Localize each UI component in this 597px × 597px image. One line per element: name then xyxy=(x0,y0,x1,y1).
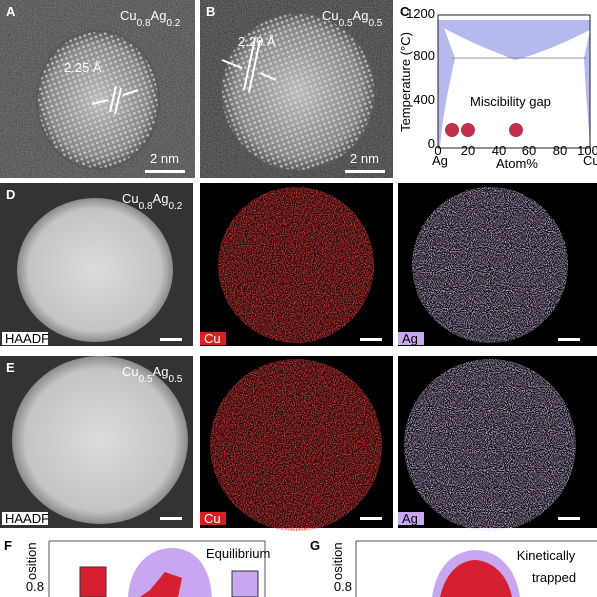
axis-label: osition xyxy=(330,542,345,580)
panel-a: A Cu0.8Ag0.2 2.25 Å 2 nm xyxy=(0,0,195,178)
tick-label: 400 xyxy=(413,92,435,107)
panel-label: F xyxy=(4,538,12,553)
annotation: Kinetically xyxy=(517,548,576,563)
annotation: Equilibrium xyxy=(206,546,270,561)
panel-label: B xyxy=(206,4,215,19)
subscript: 0.2 xyxy=(168,201,182,212)
formula: Cu0.8Ag0.2 xyxy=(120,8,181,29)
annotation: Miscibility gap xyxy=(470,94,551,109)
tick-label: 0 xyxy=(434,143,441,158)
tick-label: 0.8 xyxy=(334,579,352,594)
subscript: 0.5 xyxy=(368,18,382,29)
map-label: HAADF xyxy=(5,331,49,346)
spacing: 2.25 Å xyxy=(64,60,102,75)
axis-end-label: Ag xyxy=(432,153,448,168)
particle xyxy=(12,356,188,524)
subscript: 0.5 xyxy=(339,18,353,29)
scale-bar-label: 2 nm xyxy=(150,151,179,166)
spacing: 2.29 Å xyxy=(238,34,276,49)
map-label: HAADF xyxy=(5,511,49,526)
element: Ag xyxy=(153,191,169,206)
lattice xyxy=(38,32,158,168)
panel-c: C Temperature (°C) 0 400 800 1200 0 20 4… xyxy=(398,4,597,171)
element: Cu xyxy=(122,191,139,206)
subscript: 0.8 xyxy=(139,201,153,212)
axis-end-label: Cu xyxy=(583,153,597,168)
axes xyxy=(437,14,591,149)
tick-label: 20 xyxy=(461,143,475,158)
tick-label: 80 xyxy=(553,143,567,158)
subscript: 0.2 xyxy=(166,18,180,29)
panel-d: D Cu0.8Ag0.2 HAADF Cu Ag xyxy=(0,183,597,346)
tick-label: 0.8 xyxy=(26,579,44,594)
panel-g: G osition 0.8 Kinetically trapped xyxy=(310,538,597,597)
particle xyxy=(17,198,173,342)
tick-label: 60 xyxy=(522,143,536,158)
formula: Cu0.5Ag0.5 xyxy=(322,8,383,29)
map-label: Cu xyxy=(204,331,221,346)
panel-label: A xyxy=(6,4,16,19)
panel-label: E xyxy=(6,360,15,375)
map-label: Ag xyxy=(402,331,418,346)
ag-map xyxy=(412,187,568,343)
subscript: 0.5 xyxy=(139,374,153,385)
tick-label: 100 xyxy=(577,143,597,158)
panel-label: C xyxy=(400,4,410,19)
panel-label: D xyxy=(6,187,15,202)
cu-map xyxy=(210,359,382,531)
element: Ag xyxy=(153,364,169,379)
panel-f: F osition 0.8 Equilibrium xyxy=(4,538,270,597)
element: Cu xyxy=(322,8,339,23)
tick-label: 0 xyxy=(428,136,435,151)
cu-map xyxy=(218,187,374,343)
element: Cu xyxy=(120,8,137,23)
ag-map xyxy=(404,359,576,531)
subscript: 0.5 xyxy=(168,374,182,385)
panel-label: G xyxy=(310,538,320,553)
map-label: Cu xyxy=(204,511,221,526)
tick-label: 1200 xyxy=(406,6,435,21)
formula: Cu0.5Ag0.5 xyxy=(122,364,183,385)
axis-label: Atom% xyxy=(496,156,538,171)
element: Cu xyxy=(122,364,139,379)
panel-e: E Cu0.5Ag0.5 HAADF Cu Ag xyxy=(0,356,597,531)
scale-bar-label: 2 nm xyxy=(350,151,379,166)
annotation: trapped xyxy=(532,570,576,585)
tick-label: 800 xyxy=(413,48,435,63)
map-label: Ag xyxy=(402,511,418,526)
element: Ag xyxy=(151,8,167,23)
formula: Cu0.8Ag0.2 xyxy=(122,191,183,212)
axis-label: Temperature (°C) xyxy=(398,32,413,132)
element: Ag xyxy=(353,8,369,23)
panel-b: B Cu0.5Ag0.5 2.29 Å 2 nm xyxy=(200,0,393,178)
tick-label: 40 xyxy=(492,143,506,158)
axis-label: osition xyxy=(24,542,39,580)
subscript: 0.8 xyxy=(137,18,151,29)
